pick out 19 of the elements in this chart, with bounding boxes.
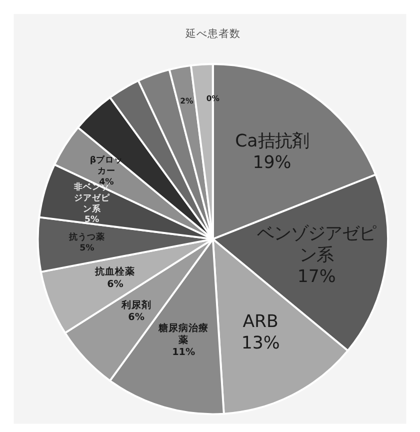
- slice-label: 抗血栓薬: [94, 265, 136, 278]
- data-label: 11%: [172, 346, 196, 358]
- text: 0%: [206, 94, 220, 104]
- slice-label: 利尿剤: [120, 298, 152, 311]
- data-label: 6%: [107, 278, 124, 290]
- slice-label: 糖尿病治療薬: [158, 322, 209, 346]
- slice-label: βブロッカー: [90, 155, 124, 177]
- data-label: 17%: [297, 266, 336, 287]
- slice-label: ARB: [242, 312, 278, 332]
- slice-label: Ca拮抗剤: [235, 131, 309, 152]
- data-label: 19%: [252, 152, 292, 173]
- data-label: 6%: [128, 312, 145, 323]
- data-label: 5%: [84, 216, 100, 226]
- slice-label: 抗うつ薬: [68, 232, 105, 243]
- chart-title: 延べ患者数: [184, 27, 240, 40]
- data-label: 2%: [180, 96, 194, 106]
- data-label: 5%: [80, 244, 95, 254]
- data-label: 13%: [241, 333, 280, 354]
- slice-label: ベンゾジアゼピン系: [257, 224, 376, 266]
